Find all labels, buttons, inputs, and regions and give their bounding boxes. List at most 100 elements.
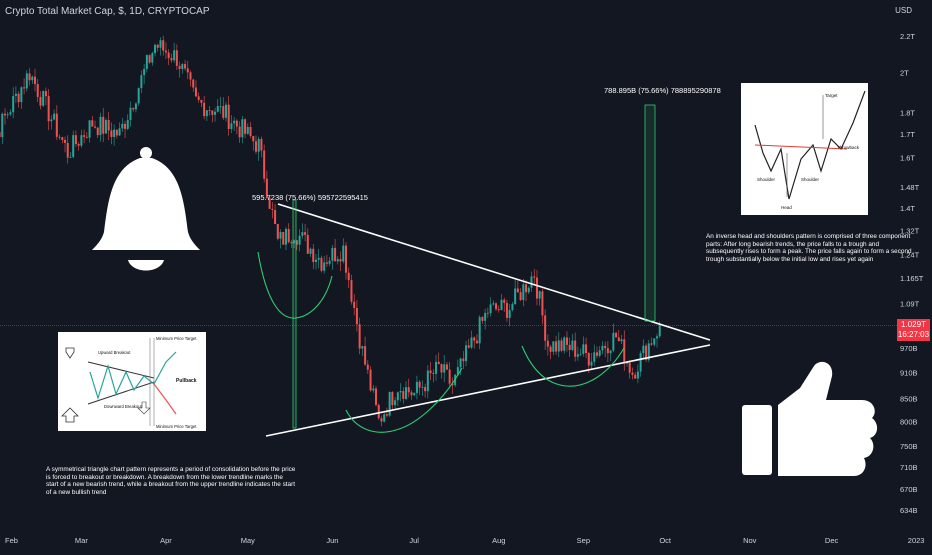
candle-body — [429, 370, 432, 374]
throwback-label: Throwback — [837, 145, 860, 150]
candle-body — [249, 126, 252, 136]
candle-body — [525, 284, 528, 293]
candle-body — [96, 127, 99, 136]
candle-body — [72, 135, 75, 157]
candle-body — [47, 96, 50, 122]
candle-body — [503, 299, 506, 303]
candle-body — [530, 276, 533, 288]
candle-body — [205, 110, 208, 117]
candle-body — [484, 312, 487, 321]
candle-body — [85, 136, 88, 138]
price-tick-label: 1.09T — [900, 300, 920, 309]
candle-body — [541, 291, 544, 316]
candle-body — [252, 135, 255, 142]
candlestick-series — [0, 35, 661, 427]
candle-body — [585, 344, 588, 354]
candle-body — [28, 73, 31, 81]
candle-body — [244, 119, 247, 134]
pullback-label: Pullback — [176, 378, 197, 384]
candle-body — [451, 383, 454, 386]
candle-body — [358, 324, 361, 349]
candle-body — [295, 240, 298, 245]
candle-body — [396, 392, 399, 401]
candle-body — [31, 76, 34, 81]
candle-body — [563, 337, 566, 351]
candle-body — [222, 106, 225, 118]
time-tick-label: Mar — [75, 536, 88, 545]
triangle-diagram: Upward Breakout Downward Breakout Minimu… — [58, 332, 206, 431]
candle-body — [274, 209, 277, 225]
candle-body — [445, 364, 448, 370]
measure-range-left[interactable] — [292, 199, 297, 429]
candle-body — [582, 344, 585, 354]
candle-body — [655, 336, 658, 339]
candle-body — [186, 68, 189, 73]
head-shoulders-note: An inverse head and shoulders pattern is… — [706, 233, 912, 263]
price-tick-label: 1.8T — [900, 108, 915, 117]
lower-trendline[interactable] — [265, 344, 711, 437]
candle-body — [104, 120, 107, 134]
candle-body — [355, 308, 358, 325]
candle-body — [328, 260, 331, 264]
candle-body — [462, 358, 465, 362]
candle-body — [595, 352, 598, 356]
time-tick-label: Jun — [326, 536, 338, 545]
price-tick-label: 1.7T — [900, 130, 915, 139]
candle-body — [227, 104, 230, 129]
price-axis[interactable]: 2.2T 2T 1.8T 1.7T 1.6T 1.48T 1.4T 1.32T 1.24T 1.1… — [900, 32, 924, 515]
candle-body — [606, 348, 609, 354]
candle-body — [628, 362, 631, 373]
candle-body — [505, 302, 508, 318]
candle-body — [175, 50, 178, 66]
candle-body — [42, 91, 45, 106]
candle-body — [435, 361, 438, 374]
candle-body — [173, 50, 176, 61]
candle-body — [241, 119, 244, 138]
candle-body — [107, 120, 110, 131]
candle-body — [366, 364, 369, 370]
candle-body — [263, 150, 266, 179]
candle-body — [55, 113, 58, 137]
candle-body — [39, 96, 42, 106]
candle-body — [94, 126, 97, 128]
candle-body — [478, 317, 481, 344]
candle-body — [88, 120, 91, 138]
candle-body — [110, 130, 113, 137]
candle-body — [598, 350, 601, 356]
candle-body — [0, 132, 1, 138]
price-tick-label: 710B — [900, 463, 918, 472]
price-tick-label: 1.6T — [900, 153, 915, 162]
measure-range-right[interactable] — [644, 104, 656, 322]
candle-body — [443, 364, 446, 373]
candle-body — [415, 381, 418, 393]
candle-body — [284, 228, 287, 245]
right-shoulder-label: Shoulder — [801, 177, 820, 182]
candle-body — [214, 111, 217, 115]
upper-trendline[interactable] — [277, 203, 711, 341]
time-tick-label: May — [241, 536, 255, 545]
candle-body — [36, 84, 39, 97]
candle-body — [492, 303, 495, 305]
candle-body — [560, 340, 563, 351]
time-axis[interactable]: Feb Mar Apr May Jun Jul Aug Sep Oct Nov Dec 2023 — [5, 536, 924, 545]
head-shoulders-diagram: Target Throwback Shoulder Shoulder Head — [741, 83, 868, 215]
candle-body — [413, 392, 416, 396]
candle-body — [238, 126, 241, 138]
candle-body — [115, 129, 118, 136]
price-tick-label: 1.4T — [900, 204, 915, 213]
candle-body — [437, 361, 440, 365]
time-tick-label: Aug — [492, 536, 505, 545]
candle-body — [497, 309, 500, 311]
candle-body — [298, 235, 301, 245]
time-tick-label: Jul — [409, 536, 419, 545]
candle-body — [91, 120, 94, 127]
price-tick-label: 910B — [900, 368, 918, 377]
candle-body — [323, 262, 326, 271]
candle-body — [500, 299, 503, 311]
candle-body — [290, 242, 293, 244]
candle-body — [350, 280, 353, 302]
candle-body — [481, 317, 484, 321]
candle-body — [426, 370, 429, 392]
